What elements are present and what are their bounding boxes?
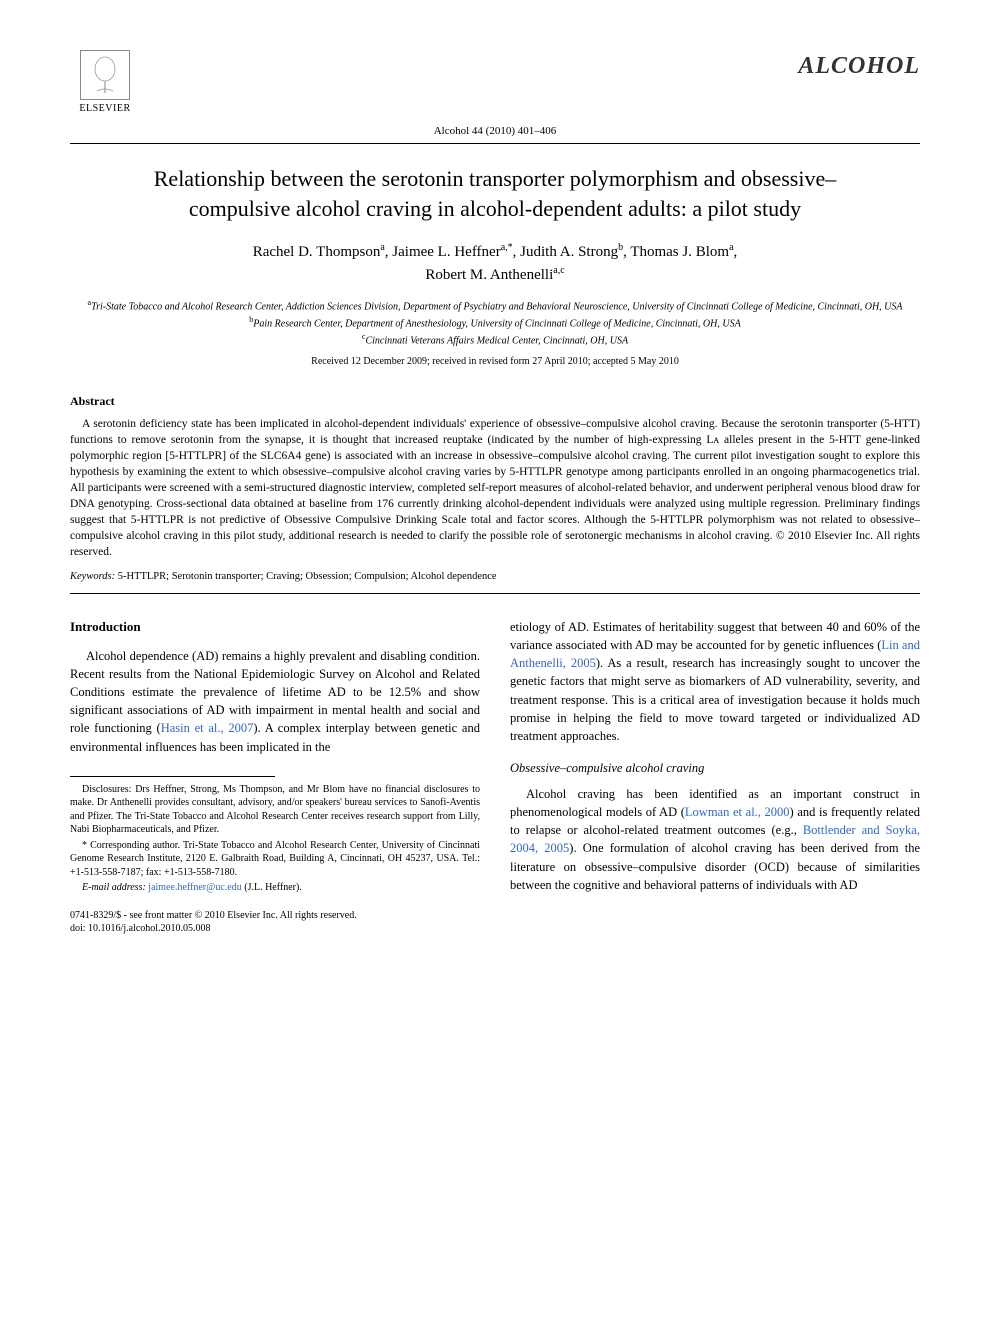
author-list: Rachel D. Thompsona, Jaimee L. Heffnera,… (70, 240, 920, 287)
header-rule (70, 143, 920, 144)
email-note: E-mail address: jaimee.heffner@uc.edu (J… (70, 881, 480, 895)
email-suffix: (J.L. Heffner). (244, 882, 302, 893)
copyright-line: 0741-8329/$ - see front matter © 2010 El… (70, 909, 480, 922)
right-column: etiology of AD. Estimates of heritabilit… (510, 618, 920, 935)
affiliation-b: Pain Research Center, Department of Anes… (253, 318, 740, 329)
intro-paragraph-1: Alcohol dependence (AD) remains a highly… (70, 647, 480, 756)
elsevier-tree-icon (80, 50, 130, 100)
subsection-paragraph-1: Alcohol craving has been identified as a… (510, 785, 920, 894)
corresponding-author-note: * Corresponding author. Tri-State Tobacc… (70, 839, 480, 880)
citation-link[interactable]: Hasin et al., 2007 (161, 721, 254, 735)
keywords-label: Keywords: (70, 571, 115, 582)
article-title: Relationship between the serotonin trans… (110, 164, 880, 223)
publisher-logo: ELSEVIER (70, 50, 140, 116)
journal-name: ALCOHOL (798, 50, 920, 84)
abstract-heading: Abstract (70, 393, 920, 410)
journal-header: ELSEVIER ALCOHOL (70, 50, 920, 116)
footnote-rule (70, 776, 275, 777)
journal-reference: Alcohol 44 (2010) 401–406 (70, 124, 920, 139)
abstract-text: A serotonin deficiency state has been im… (70, 416, 920, 561)
article-dates: Received 12 December 2009; received in r… (70, 355, 920, 369)
affiliation-a: Tri-State Tobacco and Alcohol Research C… (91, 301, 902, 312)
copyright-block: 0741-8329/$ - see front matter © 2010 El… (70, 909, 480, 935)
intro-paragraph-2: etiology of AD. Estimates of heritabilit… (510, 618, 920, 745)
affiliations: aTri-State Tobacco and Alcohol Research … (70, 297, 920, 349)
disclosures-note: Disclosures: Drs Heffner, Strong, Ms Tho… (70, 783, 480, 837)
citation-link[interactable]: Lowman et al., 2000 (685, 805, 790, 819)
keywords: Keywords: 5-HTTLPR; Serotonin transporte… (70, 570, 920, 585)
left-column: Introduction Alcohol dependence (AD) rem… (70, 618, 480, 935)
keywords-text: 5-HTTLPR; Serotonin transporter; Craving… (118, 571, 497, 582)
introduction-heading: Introduction (70, 618, 480, 637)
footnotes: Disclosures: Drs Heffner, Strong, Ms Tho… (70, 783, 480, 895)
affiliation-c: Cincinnati Veterans Affairs Medical Cent… (365, 336, 628, 347)
publisher-name: ELSEVIER (79, 102, 130, 116)
email-link[interactable]: jaimee.heffner@uc.edu (148, 882, 241, 893)
email-label: E-mail address: (82, 882, 146, 893)
subsection-heading: Obsessive–compulsive alcohol craving (510, 759, 920, 777)
body-columns: Introduction Alcohol dependence (AD) rem… (70, 618, 920, 935)
abstract-rule (70, 593, 920, 594)
doi-line: doi: 10.1016/j.alcohol.2010.05.008 (70, 922, 480, 935)
